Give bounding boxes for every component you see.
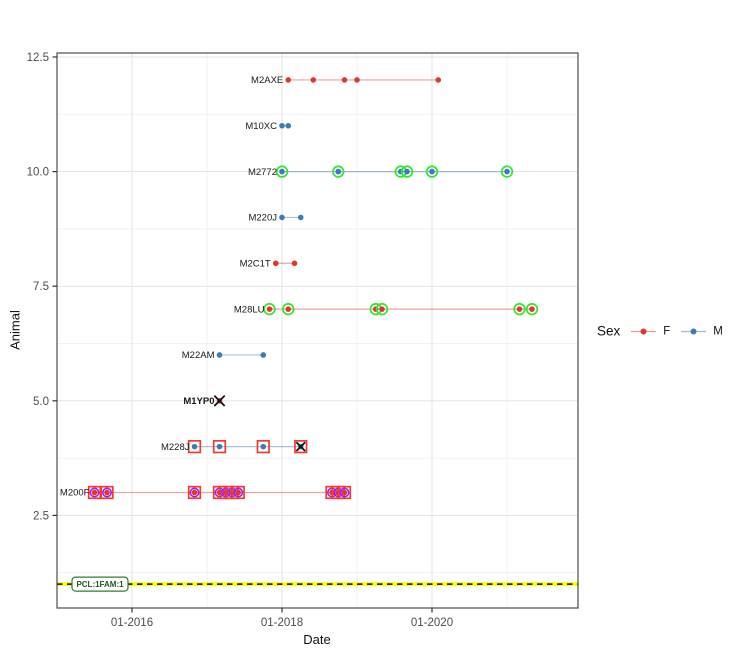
animal-label-m228j: M228J (161, 442, 190, 453)
legend-label-f: F (663, 325, 671, 337)
marker-green-ring (375, 302, 389, 316)
data-point (191, 443, 198, 450)
marker-green-ring (400, 165, 414, 178)
data-point (435, 77, 442, 83)
marker-red-square (337, 485, 352, 500)
data-point (279, 168, 285, 175)
animal-label-m2772: M2772 (248, 167, 277, 178)
data-point (260, 443, 267, 450)
data-point (91, 489, 98, 496)
animal-label-m220j: M220J (248, 213, 277, 224)
data-point (266, 306, 273, 312)
panel-border (56, 52, 579, 609)
x-axis-title: Date (303, 632, 331, 647)
legend-title: Sex (597, 323, 621, 339)
legend: Sex F M (597, 324, 723, 339)
data-point (504, 168, 510, 175)
marker-red-square (187, 439, 202, 454)
animal-label-m200f: M200F (60, 488, 90, 499)
legend-key-m-icon (681, 328, 707, 334)
marker-green-ring (275, 165, 289, 178)
legend-item-f: F (630, 324, 670, 338)
data-point (285, 122, 292, 129)
marker-green-ring (282, 302, 295, 316)
data-point (285, 306, 292, 312)
marker-red-square (231, 485, 245, 500)
legend-key-f-icon (631, 328, 657, 334)
data-point (335, 168, 342, 175)
data-point (516, 306, 523, 312)
marker-purple-ring (189, 487, 200, 498)
x-tick-label: 01-2016 (111, 617, 153, 629)
data-point (104, 489, 110, 496)
data-point (354, 77, 360, 83)
marker-green-ring (513, 302, 526, 316)
marker-green-ring (263, 302, 276, 316)
animal-label-m2c1t: M2C1T (240, 258, 271, 269)
data-point (379, 306, 385, 312)
marker-red-square (87, 485, 102, 500)
y-tick-label: 2.5 (33, 510, 49, 522)
data-point (291, 260, 298, 267)
data-point (272, 260, 279, 267)
data-point (529, 306, 535, 312)
data-point (285, 77, 292, 83)
data-point (279, 122, 285, 129)
marker-green-ring (425, 165, 439, 178)
y-axis-title: Animal (7, 310, 23, 350)
y-tick-label: 5.0 (33, 396, 49, 408)
marker-x (295, 441, 306, 452)
marker-green-ring (500, 165, 514, 178)
x-tick-label: 01-2018 (261, 617, 303, 629)
y-tick-label: 7.5 (33, 281, 49, 293)
marker-red-square (187, 485, 202, 500)
marker-purple-ring (339, 487, 350, 498)
data-point (216, 352, 223, 358)
marker-x (213, 394, 226, 407)
animal-label-m2axe: M2AXE (251, 75, 283, 86)
marker-red-square (256, 439, 270, 454)
hline-label-box (71, 576, 129, 592)
y-tick-label: 12.5 (27, 52, 49, 64)
marker-green-ring (332, 165, 345, 178)
marker-purple-ring (89, 487, 100, 498)
data-point (341, 77, 348, 83)
panel-background (57, 53, 578, 608)
legend-item-m: M (680, 324, 723, 338)
data-point (297, 214, 304, 221)
animal-label-m10xc: M10XC (245, 121, 277, 132)
marker-purple-ring (233, 487, 244, 498)
marker-green-ring (525, 302, 539, 316)
marker-red-square (100, 485, 114, 500)
x-tick-label: 01-2020 (411, 617, 453, 629)
animal-label-m22am: M22AM (182, 350, 215, 361)
marker-red-square (294, 439, 308, 454)
data-point (260, 352, 267, 358)
data-point (279, 214, 285, 221)
data-point (216, 443, 223, 450)
marker-purple-ring (102, 487, 113, 498)
animal-label-m28lu: M28LU (234, 304, 265, 315)
data-point (404, 168, 410, 175)
data-point (429, 168, 435, 175)
data-point (191, 489, 198, 496)
hline-label: PCL:1FAM:1 (76, 580, 124, 589)
data-point (235, 489, 242, 496)
y-tick-label: 10.0 (27, 167, 49, 179)
legend-label-m: M (713, 325, 723, 337)
marker-red-square (212, 439, 227, 454)
animal-label-m1yp0: M1YP0 (183, 396, 214, 407)
data-point (341, 489, 348, 496)
data-point (310, 77, 317, 83)
